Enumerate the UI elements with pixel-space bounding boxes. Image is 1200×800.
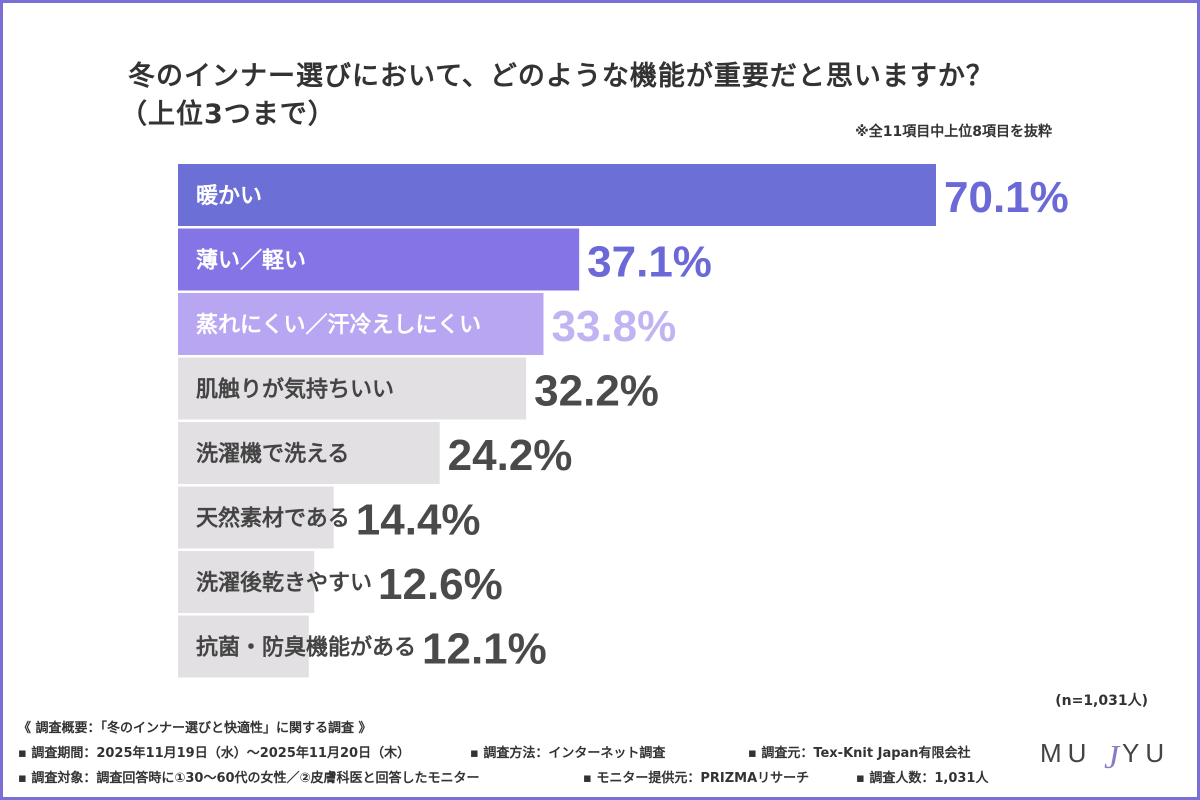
logo-text-left: MU <box>1040 738 1092 768</box>
sample-size-note: (n=1,031人) <box>1055 693 1148 709</box>
category-label: 洗濯後乾きやすい <box>196 570 372 596</box>
chart-title: 冬のインナー選びにおいて、どのような機能が重要だと思いますか？ （上位3つまで） <box>120 58 994 134</box>
footer-heading: 《 調査概要：「冬のインナー選びと快適性」に関する調査 》 <box>18 721 372 736</box>
value-label: 12.6% <box>378 560 503 609</box>
bar <box>178 293 544 355</box>
category-label: 暖かい <box>196 184 262 209</box>
category-label: 洗濯機で洗える <box>196 442 349 467</box>
footer-period: 調査期間：2025年11月19日（水）〜2025年11月20日（木） <box>31 746 411 761</box>
bar <box>178 228 580 291</box>
category-label: 薄い／軽い <box>196 248 306 274</box>
footer-count: 調査人数：1,031人 <box>869 771 989 786</box>
bar <box>178 615 309 678</box>
value-label: 37.1% <box>587 238 712 287</box>
value-label: 14.4% <box>356 496 481 545</box>
value-label: 33.8% <box>551 302 676 351</box>
footer-source: 調査元：Tex-Knit Japan有限会社 <box>761 746 971 761</box>
footer-method: 調査方法：インターネット調査 <box>483 746 666 761</box>
selection-note: ※全11項目中上位8項目を抜粋 <box>855 124 1052 140</box>
chart-title-line2: （上位3つまで） <box>120 99 336 130</box>
value-label: 12.1% <box>422 625 547 674</box>
category-label: 肌触りが気持ちいい <box>196 377 394 403</box>
value-label: 24.2% <box>448 431 573 480</box>
value-label: 32.2% <box>534 367 659 416</box>
bar <box>178 422 440 484</box>
logo-text-right: YU <box>1122 738 1170 768</box>
bar <box>178 164 936 226</box>
footer-provider: モニター提供元：PRIZMAリサーチ <box>596 771 810 786</box>
survey-footer: 《 調査概要：「冬のインナー選びと快適性」に関する調査 》 ▪ 調査期間：202… <box>18 721 989 786</box>
bar <box>178 486 334 549</box>
logo-mark: J <box>1104 739 1121 776</box>
footer-target: 調査対象：調査回答時に①30〜60代の女性／②皮膚科医と回答したモニター <box>31 771 480 786</box>
category-label: 蒸れにくい／汗冷えしにくい <box>196 312 481 338</box>
category-label: 抗菌・防臭機能がある <box>196 635 416 661</box>
bar <box>178 551 315 613</box>
category-label: 天然素材である <box>196 506 350 532</box>
bar <box>178 357 527 420</box>
value-label: 70.1% <box>944 173 1069 222</box>
chart-title-line1: 冬のインナー選びにおいて、どのような機能が重要だと思いますか？ <box>128 61 994 92</box>
mujyu-logo: MU YU J <box>1040 738 1170 776</box>
